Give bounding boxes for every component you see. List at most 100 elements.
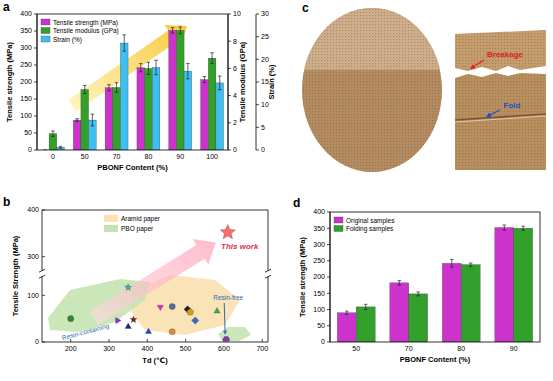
- tick: [262, 339, 263, 342]
- point: [192, 317, 199, 324]
- tick-label: 300: [27, 253, 39, 260]
- axis-line: [42, 277, 43, 342]
- axis-line: [42, 210, 268, 211]
- annotation: Resin-containing: [61, 322, 110, 342]
- error-bar: [186, 63, 190, 78]
- tick-label: 5: [261, 124, 265, 131]
- bar: [152, 67, 160, 150]
- error-bar: [139, 64, 143, 72]
- panel-label: c: [302, 1, 309, 15]
- tick-label: 250: [313, 257, 325, 264]
- tick-label: 6: [233, 65, 237, 72]
- tick-label: 10: [261, 101, 269, 108]
- error-bar: [59, 146, 63, 148]
- error-bar: [521, 226, 525, 230]
- tick: [42, 210, 45, 211]
- tick-label: 500: [180, 345, 192, 352]
- panel-label: a: [3, 0, 10, 14]
- error-bar: [218, 76, 222, 90]
- annotation-arrow: [470, 60, 484, 70]
- tick: [109, 339, 110, 342]
- scatter-panel: b0100300400200300400500600700Tensile Str…: [3, 195, 271, 365]
- tick: [327, 293, 330, 294]
- bar: [461, 265, 480, 342]
- tick-label: 8: [233, 38, 237, 45]
- bar: [356, 307, 375, 342]
- tick: [185, 339, 186, 342]
- error-bar: [345, 311, 349, 314]
- tick-label: 30: [261, 10, 269, 17]
- bar: [73, 120, 81, 150]
- tick-label: 350: [313, 225, 325, 232]
- axis-line: [268, 277, 269, 342]
- tick-label: 600: [218, 345, 230, 352]
- photo-panel: cBreakageFold: [300, 0, 546, 172]
- point: [116, 317, 121, 323]
- axis-line: [42, 342, 268, 343]
- panel-label: d: [293, 196, 300, 210]
- axis-break: [39, 275, 45, 278]
- tick: [34, 99, 37, 100]
- legend-swatch: [41, 28, 50, 34]
- axis-line: [268, 210, 269, 271]
- axis-title: PBONF Content (%): [97, 163, 168, 172]
- tick-label: 700: [256, 345, 268, 352]
- error-bar: [178, 27, 182, 34]
- tick: [34, 82, 37, 83]
- tick-label: 0: [51, 153, 55, 160]
- bar: [105, 88, 113, 150]
- legend-swatch: [334, 226, 343, 232]
- error-bar: [398, 281, 402, 286]
- error-bar: [75, 119, 79, 122]
- tick: [327, 228, 330, 229]
- axis-break: [39, 269, 45, 272]
- tick-label: 300: [103, 345, 115, 352]
- paper-strip: [455, 30, 546, 71]
- annotation: Fold: [504, 101, 521, 110]
- tick-label: 300: [20, 44, 32, 51]
- panel-label: b: [3, 195, 10, 209]
- legend-swatch: [41, 36, 50, 42]
- tick-label: 100: [20, 112, 32, 119]
- trend-arrow: [90, 239, 216, 325]
- point: [223, 337, 230, 342]
- paper-disc: [302, 8, 442, 172]
- tick: [147, 339, 148, 342]
- tick: [256, 150, 259, 151]
- annotation: Resin-free: [213, 294, 243, 301]
- tick: [42, 342, 45, 343]
- tick-label: 200: [20, 78, 32, 85]
- tick-label: 100: [313, 306, 325, 313]
- legend-swatch: [334, 217, 343, 223]
- paper-strip: [455, 73, 546, 170]
- tick: [34, 65, 37, 66]
- error-bar: [147, 62, 151, 74]
- tick: [327, 212, 330, 213]
- axis-break: [265, 269, 271, 272]
- bar: [113, 87, 121, 150]
- axis-title: Tensile strength (MPa): [298, 237, 307, 317]
- tick-label: 150: [313, 290, 325, 297]
- axis-title: Tensile strength (MPa): [5, 42, 14, 122]
- bar: [208, 58, 216, 150]
- bar: [120, 43, 128, 150]
- tick: [34, 133, 37, 134]
- tick: [228, 122, 231, 123]
- bar: [184, 71, 192, 150]
- axis-title: PBONF Content (%): [400, 355, 471, 364]
- tick-label: 0: [321, 338, 325, 345]
- bar-panel: d050100150200250300350400Tensile strengt…: [293, 196, 540, 364]
- plot-frame: [330, 212, 540, 342]
- bars: [337, 225, 532, 342]
- tick: [327, 309, 330, 310]
- tick: [228, 14, 231, 15]
- error-bar: [364, 304, 368, 309]
- point: [187, 309, 194, 316]
- point: [145, 328, 151, 333]
- tick-label: 90: [176, 153, 184, 160]
- tick: [34, 48, 37, 49]
- error-bar: [51, 131, 55, 136]
- bar: [337, 313, 356, 342]
- tick: [34, 31, 37, 32]
- tick-label: 50: [81, 153, 89, 160]
